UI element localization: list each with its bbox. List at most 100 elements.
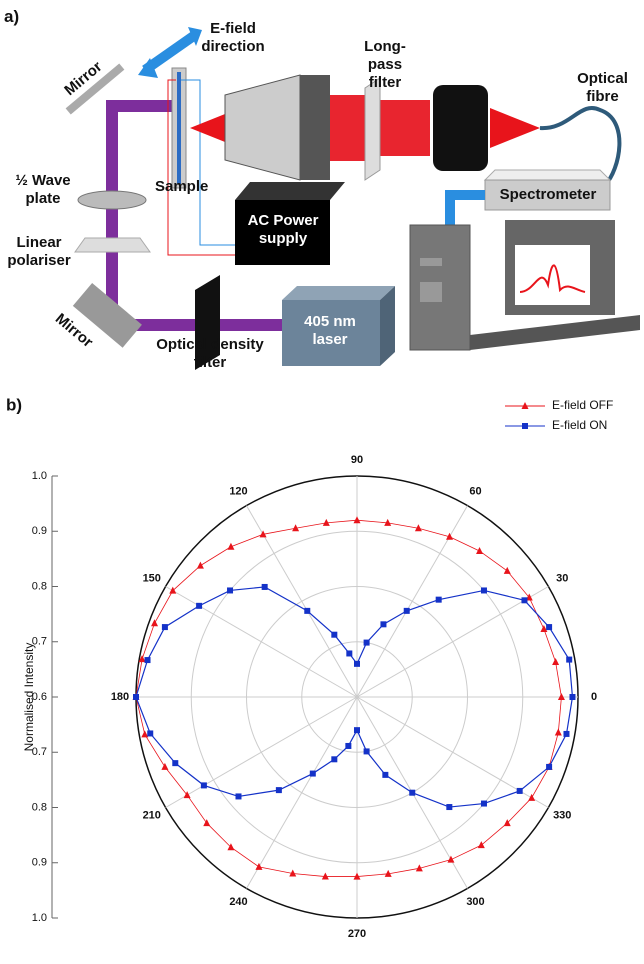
marker: [141, 730, 149, 738]
angle-label: 210: [143, 809, 161, 821]
marker: [403, 607, 410, 614]
marker: [354, 727, 360, 734]
marker: [292, 524, 300, 532]
diagram-label: Sample: [155, 178, 209, 195]
angle-label: 60: [469, 486, 481, 498]
diagram-label: Long-pass filter: [364, 38, 406, 91]
marker: [196, 602, 203, 609]
diagram-label: AC Power supply: [247, 212, 319, 247]
y-tick-label: 0.9: [32, 525, 47, 537]
marker: [321, 872, 329, 880]
marker: [138, 655, 146, 663]
angle-label: 120: [229, 486, 247, 498]
marker: [525, 593, 533, 601]
marker: [346, 650, 353, 657]
angle-label: 180: [111, 691, 129, 703]
grid-spoke: [165, 586, 358, 698]
grid-spoke: [246, 696, 358, 889]
marker: [183, 791, 191, 799]
marker: [275, 787, 282, 794]
series-line: [135, 519, 562, 877]
angle-label: 150: [143, 572, 161, 584]
diagram-label: Optical fibre: [577, 70, 628, 105]
marker: [540, 624, 548, 632]
y-tick-label: 0.6: [32, 691, 47, 703]
diagram-label: ½ Wave plate: [15, 172, 71, 207]
marker: [353, 516, 361, 524]
marker: [331, 631, 338, 638]
marker: [331, 756, 338, 763]
marker: [414, 524, 422, 532]
marker: [415, 864, 423, 872]
panel-label: a): [4, 7, 20, 26]
marker: [227, 843, 235, 851]
legend-label: E-field OFF: [552, 398, 613, 412]
grid-spoke: [165, 696, 358, 808]
marker: [409, 789, 416, 796]
marker: [235, 793, 242, 800]
diagram-label: Optical density filter: [156, 336, 264, 371]
marker: [289, 869, 297, 877]
marker: [353, 872, 361, 880]
y-tick-label: 0.7: [32, 636, 47, 648]
marker: [345, 742, 352, 749]
marker: [516, 787, 523, 794]
marker: [169, 586, 177, 594]
setup-diagram: [65, 27, 640, 370]
marker: [363, 748, 370, 755]
angle-label: 0: [591, 691, 597, 703]
angle-label: 30: [556, 572, 568, 584]
polar-chart: b) Normalised Intensity 0.6 0.7 0.7 0.8 0.8 0…: [6, 395, 613, 940]
marker: [480, 800, 487, 807]
marker: [200, 782, 207, 789]
marker: [382, 771, 389, 778]
grid-spoke: [356, 505, 468, 698]
angle-label: 270: [348, 928, 366, 940]
marker: [477, 841, 485, 849]
marker: [147, 730, 154, 737]
y-tick-label: 0.9: [32, 857, 47, 869]
angle-label: 240: [229, 896, 247, 908]
marker: [203, 819, 211, 827]
marker: [446, 532, 454, 540]
marker: [354, 660, 360, 667]
grid-spoke: [356, 586, 549, 698]
marker: [322, 518, 330, 526]
marker: [384, 869, 392, 877]
marker: [161, 762, 169, 770]
marker: [563, 730, 570, 737]
marker: [227, 587, 234, 594]
marker: [554, 728, 562, 736]
legend-label: E-field ON: [552, 418, 607, 432]
grid-spoke: [356, 696, 549, 808]
angle-label: 330: [553, 809, 571, 821]
diagram-label: Linear polariser: [7, 234, 71, 269]
marker: [255, 862, 263, 870]
marker: [172, 760, 179, 767]
marker: [503, 566, 511, 574]
y-axis-label: Normalised Intensity: [22, 643, 36, 752]
panel-label: b): [6, 395, 22, 414]
legend-marker: [521, 402, 529, 409]
marker: [446, 804, 453, 811]
marker: [569, 694, 576, 700]
marker: [546, 763, 553, 770]
diagram-label: 405 nm laser: [304, 313, 356, 348]
marker: [161, 624, 168, 631]
marker: [480, 587, 487, 594]
angle-label: 90: [351, 454, 363, 466]
marker: [309, 770, 316, 777]
marker: [528, 793, 536, 801]
marker: [552, 657, 560, 665]
marker: [196, 561, 204, 569]
y-tick-label: 0.8: [32, 580, 47, 592]
angle-label: 300: [466, 896, 484, 908]
marker: [144, 657, 151, 664]
y-tick-label: 0.7: [32, 746, 47, 758]
y-tick-label: 1.0: [32, 912, 47, 924]
marker: [261, 583, 268, 590]
grid-spoke: [246, 505, 358, 698]
marker: [435, 596, 442, 603]
marker: [503, 819, 511, 827]
